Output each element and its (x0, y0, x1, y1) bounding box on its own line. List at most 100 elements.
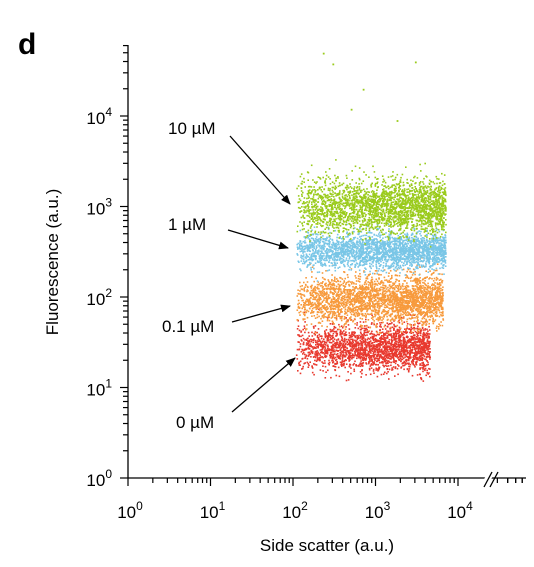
data-point (365, 356, 368, 358)
data-point (392, 305, 394, 307)
data-point (316, 358, 319, 360)
data-point (415, 293, 418, 296)
data-point (434, 319, 437, 321)
data-point (406, 232, 409, 235)
data-point (321, 276, 324, 279)
data-point (372, 344, 374, 346)
data-point (391, 353, 394, 356)
data-point (302, 337, 305, 340)
data-point (420, 308, 422, 311)
data-point (381, 335, 383, 337)
data-point (408, 312, 411, 315)
data-point (386, 326, 389, 328)
data-point (328, 363, 330, 366)
data-point (409, 338, 411, 340)
data-point (369, 304, 371, 307)
data-point (398, 303, 401, 305)
data-point (342, 340, 345, 343)
data-point (340, 330, 342, 332)
data-point (321, 306, 324, 308)
data-point (393, 334, 395, 336)
data-point (391, 349, 394, 351)
data-point (373, 345, 376, 348)
data-point (420, 341, 423, 344)
data-point (383, 356, 386, 358)
data-point (350, 348, 352, 350)
data-point (405, 290, 407, 293)
data-point (361, 302, 364, 305)
data-point (322, 296, 325, 298)
data-point (374, 294, 376, 297)
data-point (362, 291, 364, 294)
data-point (371, 333, 374, 335)
data-point (357, 293, 360, 295)
data-point (304, 286, 306, 288)
data-point (409, 295, 411, 298)
data-point (389, 286, 392, 288)
data-point (377, 293, 380, 296)
data-point (361, 369, 363, 372)
data-point (441, 280, 443, 283)
data-point (354, 351, 356, 353)
data-point (355, 342, 358, 344)
data-point (334, 346, 337, 348)
data-point (375, 367, 377, 370)
data-point (401, 293, 403, 296)
data-point (369, 273, 371, 275)
data-point (430, 294, 433, 296)
data-point (395, 337, 397, 340)
data-point (382, 299, 385, 301)
data-point (410, 338, 413, 341)
data-point (425, 358, 427, 361)
data-point (333, 289, 336, 292)
data-point (398, 284, 401, 286)
data-point (343, 355, 345, 358)
data-point (361, 307, 363, 309)
data-point (390, 294, 393, 297)
data-point (364, 358, 366, 360)
data-point (301, 307, 303, 310)
data-point (372, 309, 375, 312)
data-point (377, 309, 380, 312)
data-point (310, 287, 313, 289)
data-point (407, 291, 410, 294)
data-point (398, 303, 400, 305)
data-point (360, 309, 362, 312)
data-point (396, 290, 398, 293)
data-point (348, 365, 351, 368)
data-point (411, 297, 413, 299)
data-point (358, 348, 360, 351)
data-point (371, 354, 374, 357)
data-point (335, 295, 338, 297)
data-point (307, 342, 309, 345)
data-point (338, 304, 341, 307)
data-point (301, 367, 304, 370)
data-point (402, 330, 405, 333)
data-point (351, 338, 354, 341)
data-point (311, 276, 313, 278)
data-point (319, 322, 322, 324)
data-point (389, 315, 392, 318)
data-point (348, 357, 351, 359)
data-point (339, 349, 341, 351)
data-point (409, 305, 411, 308)
data-point (415, 320, 418, 323)
data-point (366, 338, 369, 341)
data-point (366, 277, 369, 280)
data-point (364, 303, 366, 306)
data-point (366, 349, 368, 352)
data-point (316, 294, 318, 297)
data-point (411, 302, 414, 305)
data-point (350, 242, 353, 244)
data-point (354, 275, 357, 277)
data-point (354, 354, 356, 356)
data-point (421, 290, 424, 292)
data-point (383, 349, 386, 351)
data-point (364, 359, 366, 361)
data-point (337, 304, 339, 306)
data-point (405, 296, 408, 299)
data-point (329, 328, 332, 331)
data-point (416, 309, 418, 312)
data-point (310, 311, 313, 314)
data-point (420, 345, 423, 348)
